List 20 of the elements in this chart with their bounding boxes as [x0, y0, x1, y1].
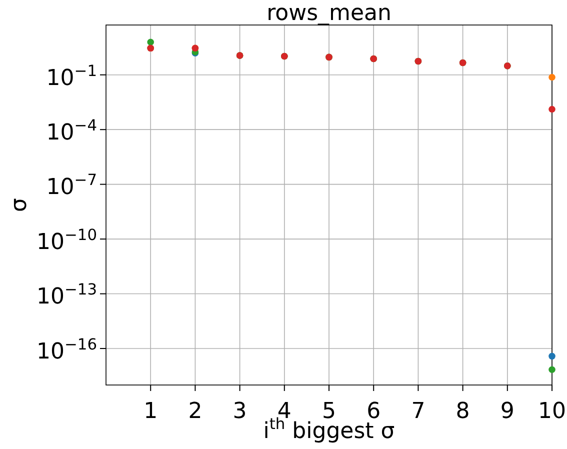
y-axis-title: σ	[7, 198, 32, 212]
y-tick-label: 10$^{−4}$	[46, 116, 97, 146]
point	[548, 106, 556, 113]
x-tick-label: 7	[411, 399, 426, 424]
point	[147, 38, 154, 46]
point	[548, 352, 556, 360]
x-tick-label: 8	[456, 399, 470, 424]
x-tick-label: 9	[500, 399, 514, 424]
x-tick-label: 2	[188, 399, 202, 424]
y-tick-label: 10$^{−7}$	[46, 171, 97, 200]
x-tick-label: 3	[232, 399, 247, 424]
y-tick-label: 10$^{−10}$	[36, 226, 97, 255]
point	[548, 74, 556, 81]
x-tick-label: 10	[538, 399, 566, 424]
y-tick-label: 10$^{−1}$	[46, 62, 97, 91]
y-tick-label: 10$^{−13}$	[36, 280, 97, 310]
chart-title: rows_mean	[266, 1, 392, 26]
x-tick-label: 1	[144, 399, 158, 424]
y-tick-label: 10$^{−16}$	[36, 335, 97, 364]
point	[548, 366, 556, 373]
